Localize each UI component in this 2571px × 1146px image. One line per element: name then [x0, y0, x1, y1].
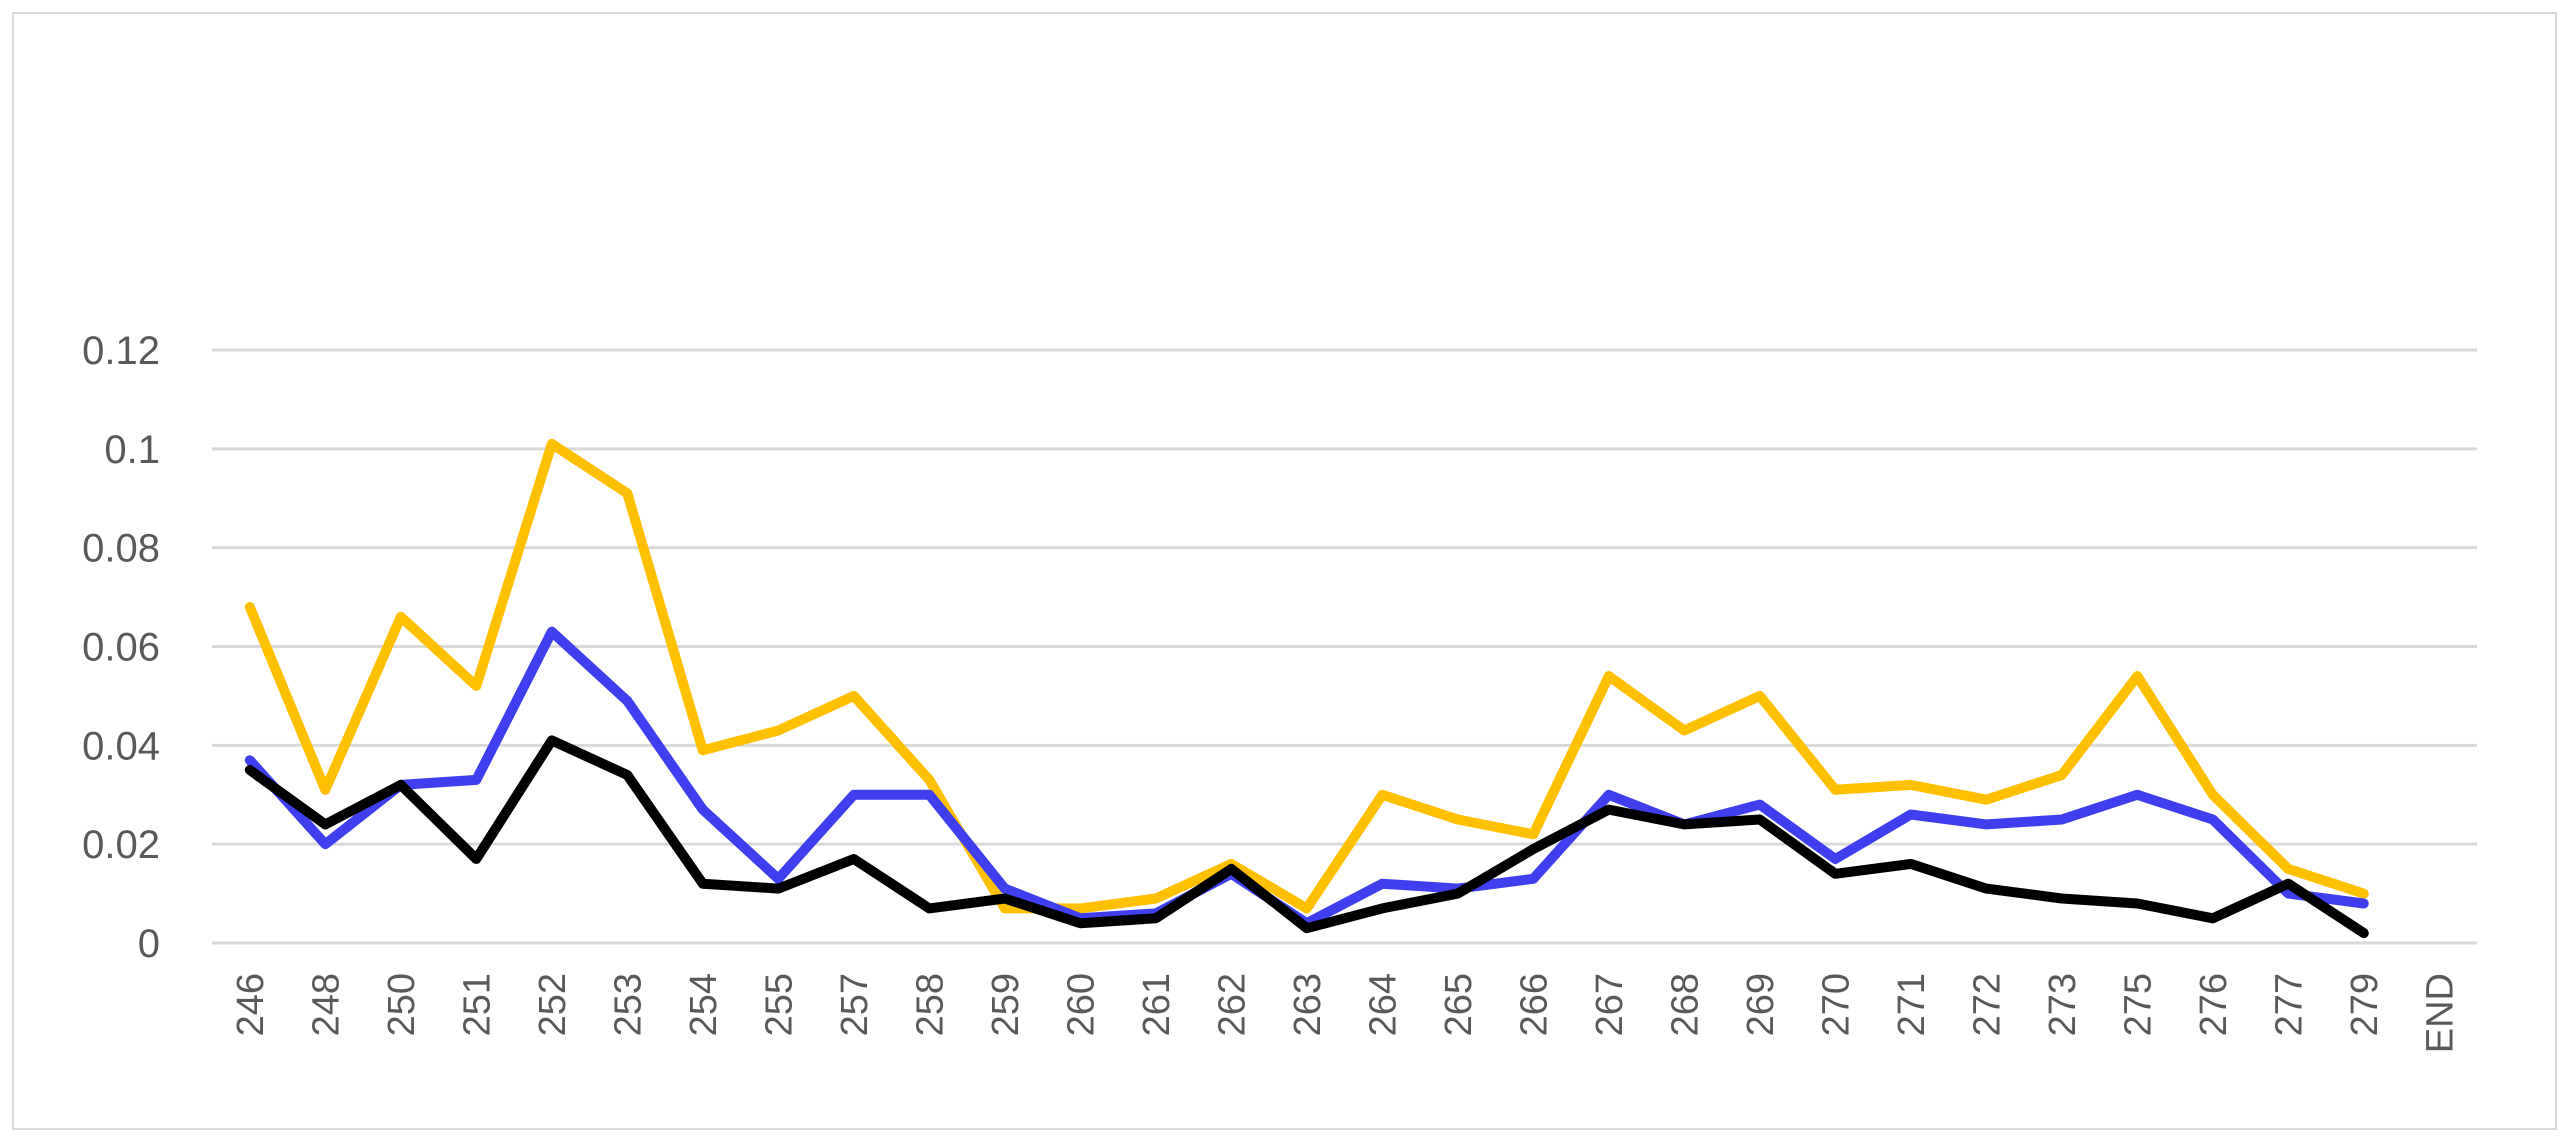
y-tick-label: 0.04 [82, 724, 160, 768]
x-tick-label: 261 [1136, 973, 1178, 1036]
x-tick-label: 259 [985, 973, 1027, 1036]
x-tick-label: 269 [1740, 973, 1782, 1036]
x-tick-label: END [2419, 973, 2461, 1053]
x-tick-label: 250 [381, 973, 423, 1036]
x-tick-label: 273 [2042, 973, 2084, 1036]
x-tick-label: 260 [1060, 973, 1102, 1036]
y-tick-label: 0.1 [104, 428, 160, 472]
y-tick-label: 0.02 [82, 823, 160, 867]
x-tick-label: 267 [1589, 973, 1631, 1036]
x-tick-label: 268 [1664, 973, 1706, 1036]
y-axis-ticks: 0 0.02 0.04 0.06 0.08 0.1 0.12 [82, 329, 160, 966]
y-tick-label: 0.12 [82, 329, 160, 373]
x-tick-label: 264 [1362, 973, 1404, 1036]
x-tick-label: 258 [909, 973, 951, 1036]
x-tick-label: 271 [1891, 973, 1933, 1036]
x-tick-label: 263 [1287, 973, 1329, 1036]
x-tick-label: 255 [758, 973, 800, 1036]
x-tick-label: 272 [1966, 973, 2008, 1036]
gridlines [212, 348, 2477, 945]
x-tick-label: 257 [834, 973, 876, 1036]
x-tick-label: 246 [230, 973, 272, 1036]
x-tick-label: 253 [607, 973, 649, 1036]
y-tick-label: 0.08 [82, 527, 160, 571]
series-line-2 [244, 735, 2369, 939]
x-tick-label: 262 [1211, 973, 1253, 1036]
x-tick-label: 276 [2193, 973, 2235, 1036]
x-tick-label: 248 [305, 973, 347, 1036]
x-tick-label: 277 [2268, 973, 2310, 1036]
series-lines [244, 438, 2369, 939]
x-tick-label: 252 [532, 973, 574, 1036]
x-tick-label: 266 [1513, 973, 1555, 1036]
x-tick-label: 251 [456, 973, 498, 1036]
x-tick-label: 270 [1815, 973, 1857, 1036]
x-tick-label: 254 [683, 973, 725, 1036]
y-tick-label: 0 [138, 922, 160, 966]
y-tick-label: 0.06 [82, 626, 160, 670]
x-axis-ticks: 246 248 250 251 252 253 254 255 257 258 259 260 261 2… [230, 973, 2462, 1053]
x-tick-label: 275 [2117, 973, 2159, 1036]
x-tick-label: 279 [2344, 973, 2386, 1036]
x-tick-label: 265 [1438, 973, 1480, 1036]
series-line-0 [244, 438, 2369, 914]
